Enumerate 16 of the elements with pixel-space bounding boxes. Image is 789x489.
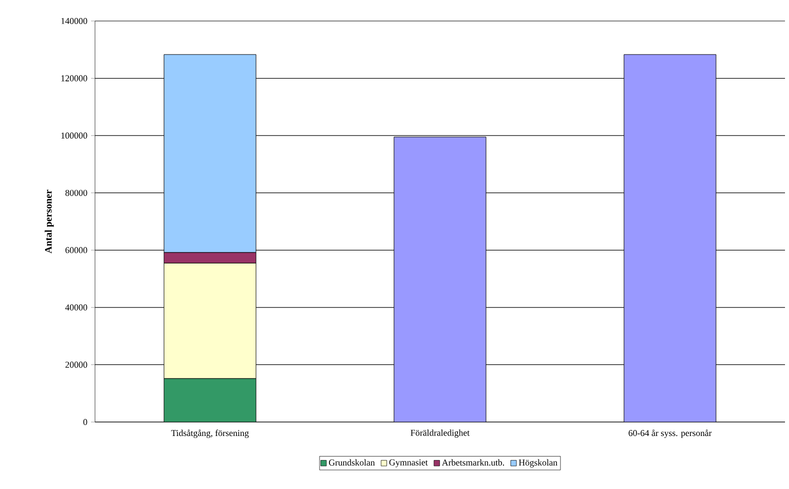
y-tick-label: 60000	[65, 247, 88, 254]
y-tick-label: 20000	[65, 362, 88, 368]
legend-label: Arbetsmarkn.utb.	[442, 459, 504, 466]
y-tick-label: 40000	[65, 304, 88, 310]
legend-label: Högskolan	[518, 459, 558, 468]
legend-label: Gymnasiet	[389, 459, 428, 468]
y-tick-label: 120000	[61, 75, 88, 82]
y-tick-label: 100000	[61, 132, 88, 139]
legend-label: Grundskolan	[328, 459, 375, 466]
y-axis-title: Antal personer	[44, 190, 54, 254]
y-tick-label: 140000	[61, 18, 88, 24]
y-tick-label: 0	[83, 418, 88, 426]
y-tick-label: 80000	[65, 190, 88, 196]
x-tick-label: Föräldraledighet	[410, 430, 470, 438]
x-tick-label: 60-64 år syss. personår	[628, 430, 712, 438]
x-tick-label: Tidsåtgång, försening	[171, 430, 249, 438]
